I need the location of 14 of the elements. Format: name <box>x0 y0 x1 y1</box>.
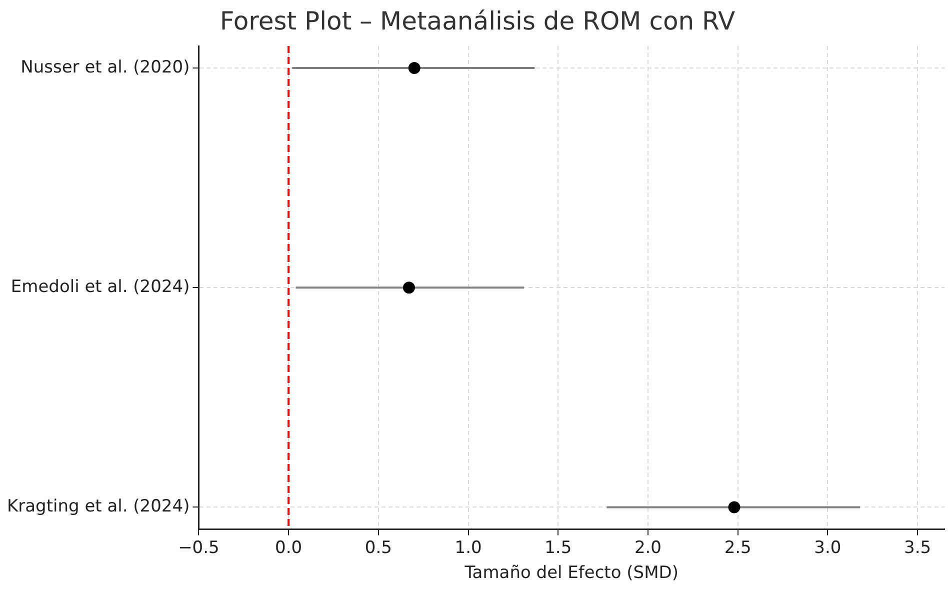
x-tick-label: 1.5 <box>544 538 572 558</box>
y-tick-label: Nusser et al. (2020) <box>20 57 190 78</box>
y-tick-label: Kragting et al. (2024) <box>6 496 190 517</box>
x-axis-title: Tamaño del Efecto (SMD) <box>464 563 678 584</box>
x-tick-label: 0.0 <box>275 538 302 558</box>
x-tick-label: 3.5 <box>904 538 932 558</box>
y-tick-label: Emedoli et al. (2024) <box>10 277 190 298</box>
x-tick-label: 1.0 <box>454 538 482 558</box>
x-tick-label: −0.5 <box>178 538 220 558</box>
x-tick-label: 2.5 <box>724 538 752 558</box>
x-tick-label: 3.0 <box>814 538 842 558</box>
x-tick-label: 0.5 <box>364 538 392 558</box>
x-tick-label: 2.0 <box>634 538 662 558</box>
chart-title: Forest Plot – Metaanálisis de ROM con RV <box>220 6 736 36</box>
